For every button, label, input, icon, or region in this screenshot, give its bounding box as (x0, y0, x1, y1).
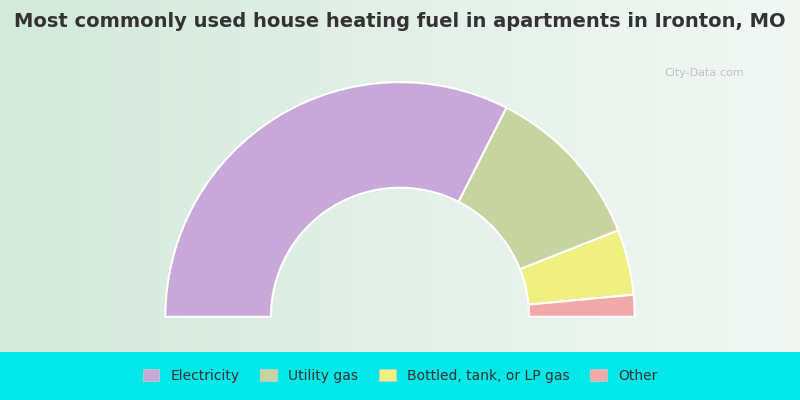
Bar (494, 0, 506, 352)
Bar (94, 0, 106, 352)
Bar (440, 0, 454, 352)
Bar (600, 0, 614, 352)
Bar (240, 0, 254, 352)
Bar (80, 0, 94, 352)
Bar (174, 0, 186, 352)
Bar (640, 0, 654, 352)
Bar (614, 0, 626, 352)
Bar (346, 0, 360, 352)
Bar (360, 0, 374, 352)
Bar (774, 0, 786, 352)
Bar (786, 0, 800, 352)
Wedge shape (166, 82, 506, 317)
Bar (520, 0, 534, 352)
Bar (40, 0, 54, 352)
Bar (626, 0, 640, 352)
Text: Most commonly used house heating fuel in apartments in Ironton, MO: Most commonly used house heating fuel in… (14, 12, 786, 31)
Bar (666, 0, 680, 352)
Bar (506, 0, 520, 352)
Bar (160, 0, 174, 352)
Bar (586, 0, 600, 352)
Bar (574, 0, 586, 352)
Bar (694, 0, 706, 352)
Bar (54, 0, 66, 352)
Bar (706, 0, 720, 352)
Wedge shape (520, 230, 634, 305)
Bar (560, 0, 574, 352)
Bar (746, 0, 760, 352)
Bar (134, 0, 146, 352)
Bar (414, 0, 426, 352)
Bar (680, 0, 694, 352)
Wedge shape (529, 295, 634, 317)
Bar (734, 0, 746, 352)
Bar (454, 0, 466, 352)
Bar (720, 0, 734, 352)
Bar (294, 0, 306, 352)
Text: City-Data.com: City-Data.com (664, 68, 744, 78)
Bar (654, 0, 666, 352)
Bar (280, 0, 294, 352)
Bar (266, 0, 280, 352)
Bar (0, 0, 14, 352)
Bar (254, 0, 266, 352)
Bar (306, 0, 320, 352)
Bar (186, 0, 200, 352)
Bar (466, 0, 480, 352)
Bar (106, 0, 120, 352)
Bar (534, 0, 546, 352)
Bar (760, 0, 774, 352)
Bar (26, 0, 40, 352)
Bar (480, 0, 494, 352)
Bar (120, 0, 134, 352)
Bar (386, 0, 400, 352)
Bar (546, 0, 560, 352)
Wedge shape (458, 108, 618, 269)
Bar (374, 0, 386, 352)
Bar (66, 0, 80, 352)
Bar (14, 0, 26, 352)
Bar (200, 0, 214, 352)
Bar (214, 0, 226, 352)
Bar (320, 0, 334, 352)
Legend: Electricity, Utility gas, Bottled, tank, or LP gas, Other: Electricity, Utility gas, Bottled, tank,… (136, 362, 664, 390)
Bar (400, 0, 414, 352)
Bar (146, 0, 160, 352)
Bar (334, 0, 346, 352)
Bar (426, 0, 440, 352)
Bar (226, 0, 240, 352)
